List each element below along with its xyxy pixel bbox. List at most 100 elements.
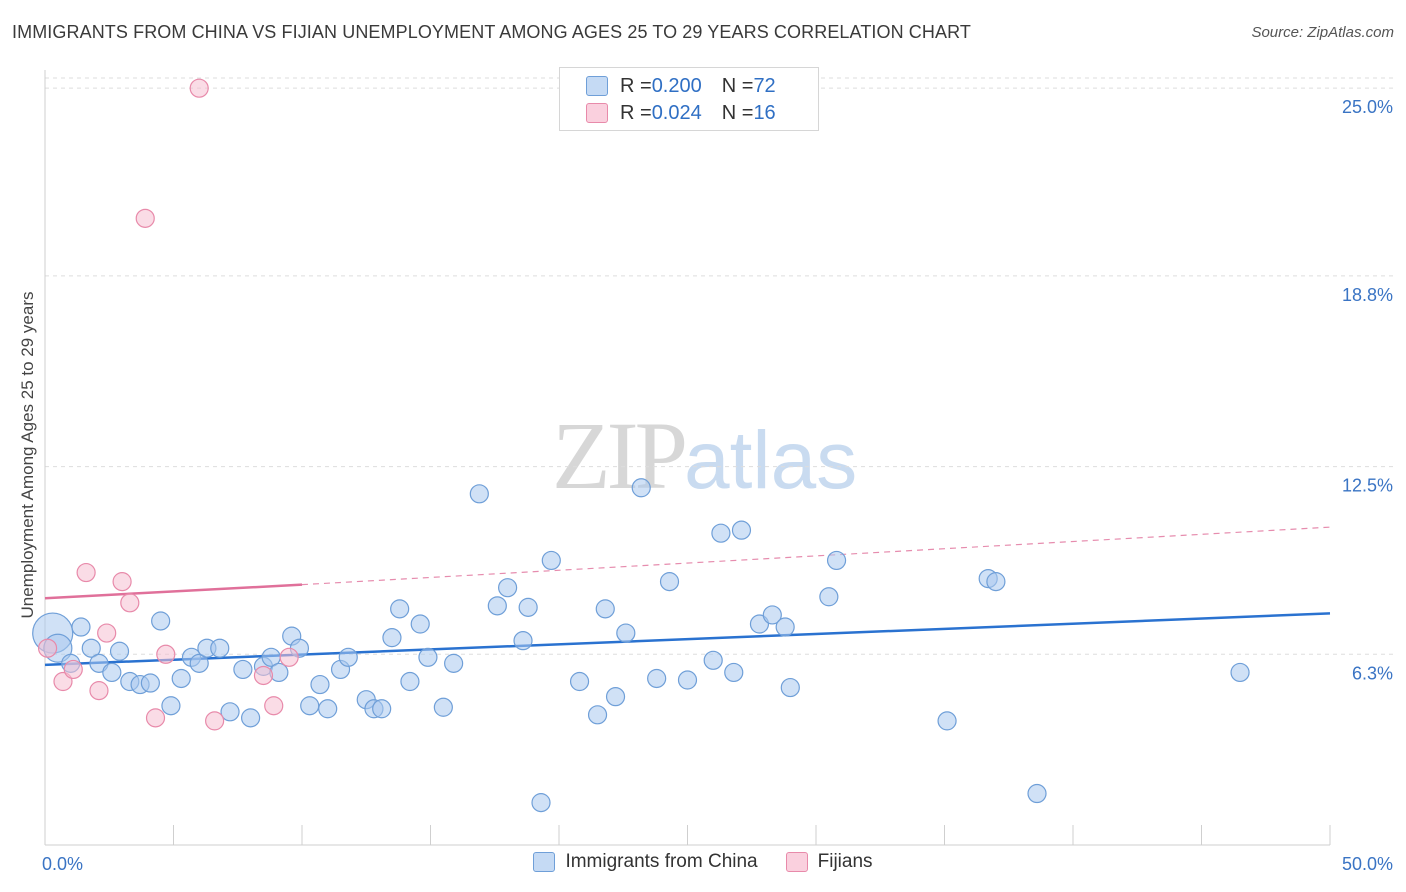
legend-n-value: 16: [753, 101, 776, 124]
point-fijians: [264, 696, 284, 716]
legend-item-fijians[interactable]: Fijians: [785, 851, 873, 873]
point-fijians: [63, 659, 83, 680]
trend-lines: [44, 526, 1331, 667]
axes: [44, 70, 1331, 846]
point-china: [724, 662, 744, 683]
point-china: [711, 523, 731, 543]
point-china: [631, 478, 651, 498]
point-china: [937, 711, 957, 731]
point-china: [731, 520, 752, 540]
point-china: [81, 638, 101, 658]
point-china: [220, 702, 240, 722]
point-china: [300, 696, 320, 716]
point-china: [433, 697, 453, 717]
point-china: [541, 550, 561, 571]
legend-row-fijians: R = 0.024 N = 16: [586, 100, 776, 126]
point-fijians: [253, 665, 274, 686]
legend-r-value: 0.024: [651, 101, 702, 124]
point-china: [390, 599, 410, 619]
point-fijians: [76, 562, 96, 583]
series-legend: Immigrants from China Fijians: [0, 851, 1406, 873]
point-china: [241, 708, 261, 728]
point-china: [318, 699, 338, 719]
chart-title: IMMIGRANTS FROM CHINA VS FIJIAN UNEMPLOY…: [12, 22, 971, 42]
point-china: [269, 662, 289, 683]
legend-n-label: N =: [721, 74, 754, 97]
point-china: [518, 597, 538, 617]
legend-row-china: R = 0.200 N = 72: [586, 73, 776, 99]
point-china: [677, 670, 698, 690]
point-china: [151, 611, 171, 631]
point-china: [775, 617, 795, 637]
legend-swatch-blue: [586, 76, 608, 96]
legend-r-value: 0.200: [651, 74, 702, 97]
legend-label-fijians: Fijians: [817, 851, 873, 872]
point-china: [826, 550, 847, 571]
point-china: [410, 614, 430, 634]
point-china: [210, 638, 230, 658]
point-fijians: [145, 708, 166, 728]
legend-swatch-pink: [785, 852, 808, 872]
point-china: [469, 484, 489, 504]
correlation-legend: R = 0.200 N = 72 R = 0.024 N = 16: [559, 67, 819, 131]
point-fijians: [120, 593, 140, 613]
point-china: [233, 659, 253, 680]
point-china: [762, 605, 782, 625]
source-credit: Source: ZipAtlas.com: [1251, 24, 1394, 41]
point-fijians: [205, 711, 225, 731]
point-china: [595, 599, 615, 619]
tick-labels: 6.3% 12.5% 18.8% 25.0% 0.0% 50.0%: [42, 97, 1393, 874]
point-china: [140, 673, 160, 693]
watermark-atlas: atlas: [684, 415, 858, 506]
point-china: [171, 668, 191, 689]
point-china: [382, 628, 402, 648]
data-points: [32, 78, 1250, 813]
point-china: [161, 696, 181, 716]
legend-item-china[interactable]: Immigrants from China: [533, 851, 758, 873]
point-china: [71, 617, 91, 637]
x-tick-label: 50.0%: [1342, 854, 1393, 874]
point-china: [819, 587, 839, 607]
legend-r-label: R =: [620, 74, 652, 97]
point-china: [986, 572, 1006, 592]
point-fijians: [97, 623, 117, 643]
point-china: [703, 650, 723, 670]
point-china: [189, 653, 209, 673]
point-china: [605, 687, 626, 707]
point-fijians: [189, 78, 209, 98]
point-china: [616, 623, 636, 643]
watermark-zip: ZIP: [552, 402, 688, 509]
point-fijians: [279, 647, 299, 667]
legend-n-label: N =: [721, 101, 754, 124]
point-china: [418, 647, 438, 667]
point-china: [513, 631, 533, 651]
point-china: [659, 572, 680, 592]
point-china: [102, 662, 122, 683]
legend-swatch-blue: [533, 852, 556, 872]
point-china: [372, 699, 392, 719]
trend-line-dashed: [301, 526, 1331, 586]
legend-n-value: 72: [753, 74, 776, 97]
legend-swatch-pink: [586, 103, 608, 123]
point-fijians: [89, 681, 109, 701]
point-china: [531, 793, 551, 813]
y-tick-label: 6.3%: [1352, 663, 1393, 683]
point-fijians: [135, 208, 155, 228]
point-china: [487, 596, 507, 616]
point-china: [338, 647, 358, 667]
y-tick-label: 25.0%: [1342, 97, 1393, 117]
point-fijians: [156, 644, 176, 664]
point-china: [444, 653, 464, 673]
point-fijians: [112, 572, 132, 592]
y-tick-label: 18.8%: [1342, 285, 1393, 305]
point-fijians: [37, 638, 58, 658]
x-tick-label: 0.0%: [42, 854, 83, 874]
watermark: ZIPatlas: [552, 400, 857, 511]
legend-r-label: R =: [620, 101, 652, 124]
point-china: [1027, 783, 1047, 804]
point-china: [587, 705, 608, 725]
y-tick-label: 12.5%: [1342, 476, 1393, 496]
point-china: [647, 668, 667, 689]
point-china: [780, 677, 800, 698]
